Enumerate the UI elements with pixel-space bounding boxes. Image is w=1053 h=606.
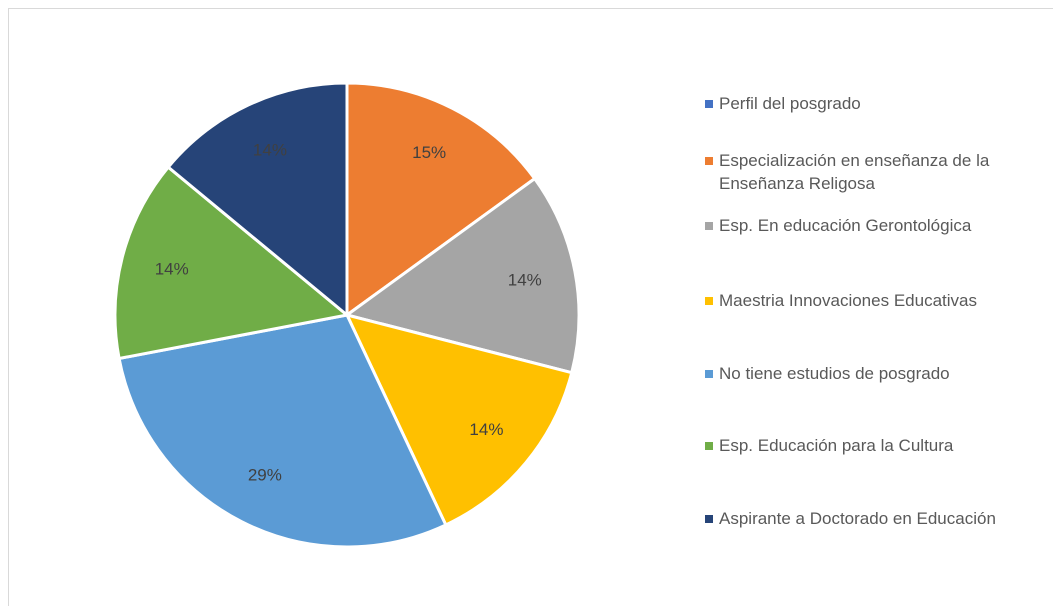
legend-item: No tiene estudios de posgrado — [705, 362, 1049, 385]
data-label: 15% — [412, 143, 446, 162]
legend-label: Esp. Educación para la Cultura — [719, 436, 954, 455]
legend-swatch — [705, 515, 713, 523]
data-label: 14% — [508, 271, 542, 290]
legend-swatch — [705, 297, 713, 305]
legend-item: Perfil del posgrado — [705, 92, 1049, 115]
legend-swatch — [705, 100, 713, 108]
legend-swatch — [705, 370, 713, 378]
pie-slice — [344, 312, 574, 527]
legend-label: Perfil del posgrado — [719, 94, 861, 113]
data-label: 29% — [248, 466, 282, 485]
legend-item: Especialización en enseñanza de la Enseñ… — [705, 149, 1049, 195]
legend-item: Aspirante a Doctorado en Educación — [705, 507, 1049, 530]
legend-swatch — [705, 442, 713, 450]
legend-label: Aspirante a Doctorado en Educación — [719, 509, 996, 528]
data-label: 14% — [469, 420, 503, 439]
legend-item: Esp. En educación Gerontológica — [705, 214, 1049, 237]
pie-slice — [345, 81, 537, 318]
data-label: 14% — [253, 141, 287, 160]
pie-slice — [166, 81, 349, 319]
pie-slice — [343, 176, 581, 375]
chart-border — [8, 8, 1053, 606]
legend-label: No tiene estudios de posgrado — [719, 364, 950, 383]
legend-item: Esp. Educación para la Cultura — [705, 434, 1049, 457]
pie-slice — [117, 313, 448, 549]
legend-label: Esp. En educación Gerontológica — [719, 216, 972, 235]
pie-slice — [113, 165, 351, 361]
legend-swatch — [705, 222, 713, 230]
legend-item: Maestria Innovaciones Educativas — [705, 289, 1049, 312]
legend-swatch — [705, 157, 713, 165]
data-label: 14% — [155, 259, 189, 278]
legend-label: Especialización en enseñanza de la Enseñ… — [719, 151, 990, 193]
legend-label: Maestria Innovaciones Educativas — [719, 291, 977, 310]
